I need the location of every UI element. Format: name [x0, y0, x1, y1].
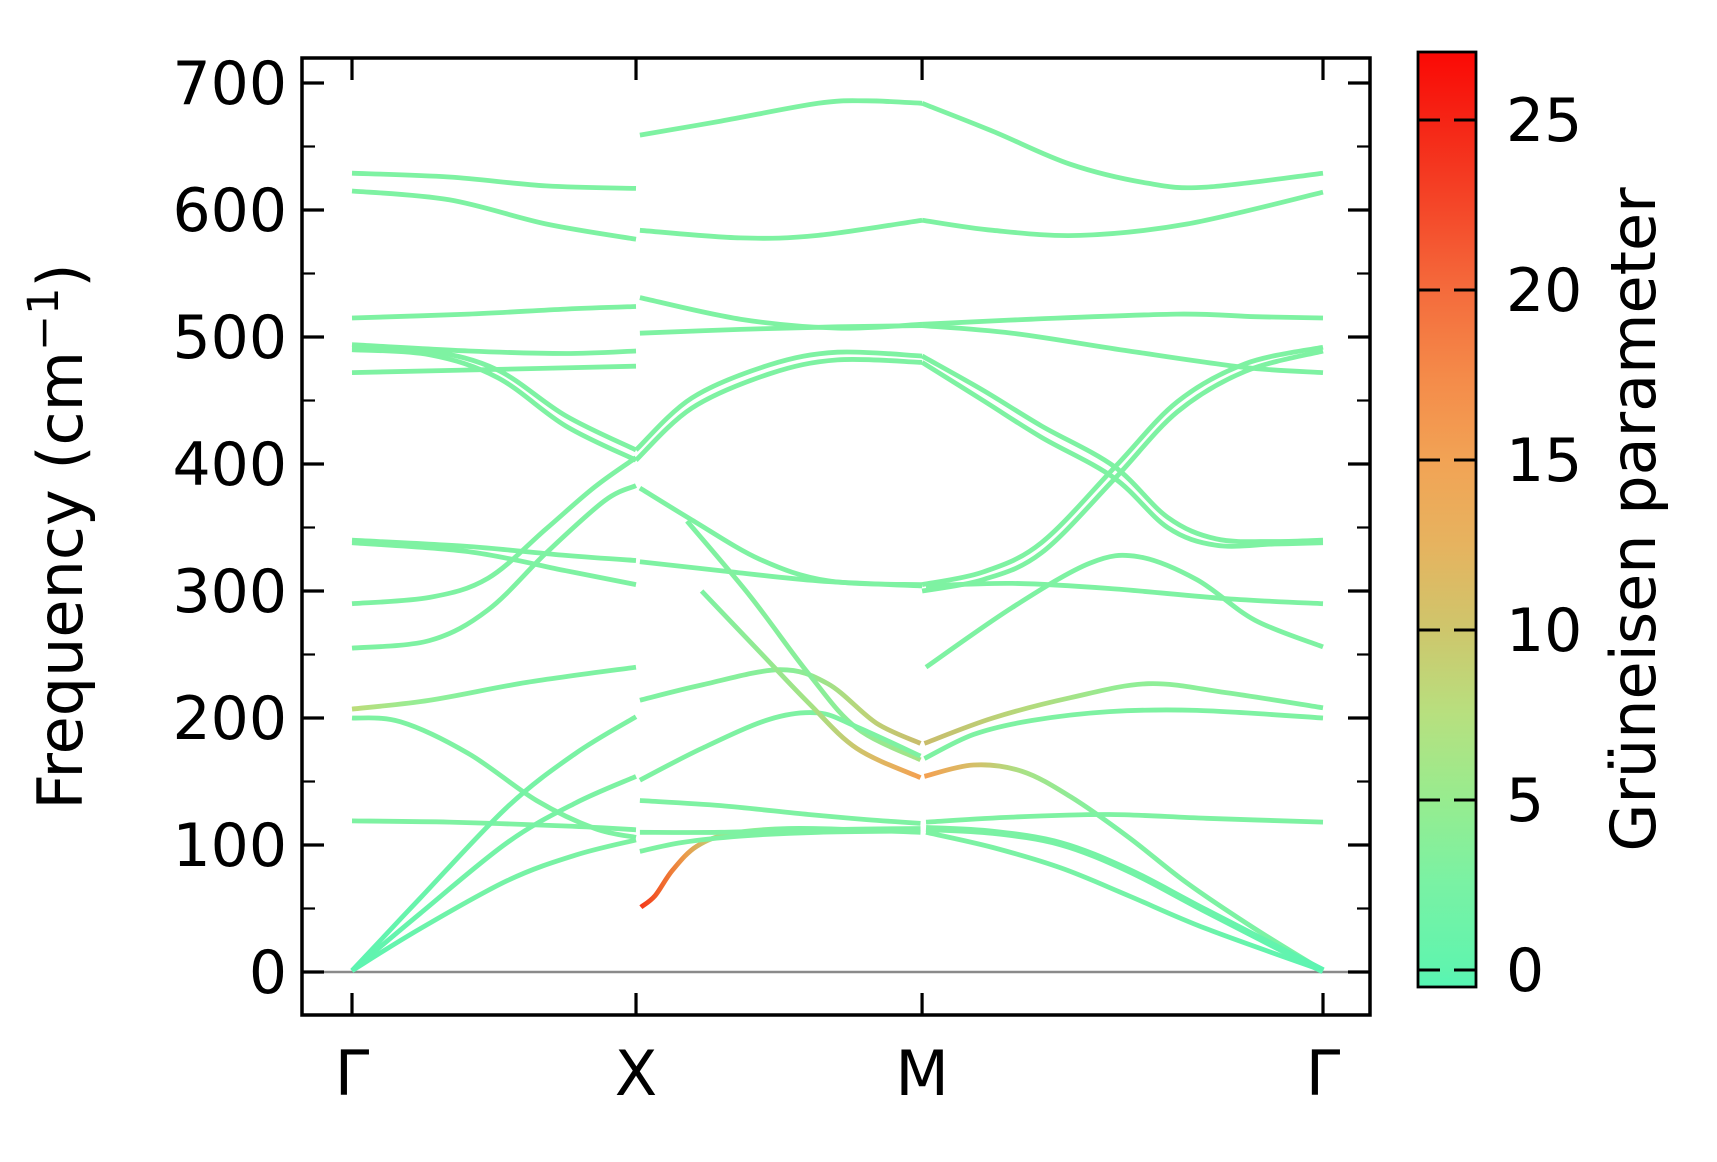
phonon-band-4: [351, 347, 638, 463]
phonon-band-7: [351, 537, 637, 563]
colorbar-tick-label-5: 5: [1506, 766, 1544, 836]
phonon-band-10: [351, 483, 638, 651]
y-tick-label-0: 0: [249, 938, 287, 1008]
colorbar-border: [1416, 50, 1478, 989]
phonon-band-37: [921, 344, 1324, 587]
phonon-band-40: [920, 360, 1324, 549]
x-tick-label-2: M: [895, 1037, 949, 1110]
phonon-band-46: [925, 812, 1324, 825]
phonon-band-35: [921, 311, 1324, 327]
phonon-band-47: [925, 825, 1325, 974]
x-tick-label-3: Γ: [1306, 1037, 1341, 1110]
phonon-band-2: [351, 304, 637, 321]
phonon-band-15: [350, 774, 637, 973]
y-tick-label-500: 500: [172, 303, 287, 373]
phonon-band-16: [350, 837, 637, 973]
x-tick-label-0: Γ: [335, 1037, 370, 1110]
phonon-band-23: [638, 486, 923, 587]
y-tick-label-300: 300: [172, 557, 287, 627]
phonon-band-19: [639, 295, 923, 331]
colorbar-gradient: [1418, 52, 1476, 987]
y-axis-label: Frequency (cm−1): [19, 263, 97, 809]
colorbar-tick-label-25: 25: [1506, 86, 1582, 156]
phonon-band-11: [351, 664, 637, 712]
phonon-band-41: [925, 580, 1324, 607]
y-tick-label-600: 600: [172, 176, 287, 246]
y-tick-label-100: 100: [172, 811, 287, 881]
phonon-band-26: [685, 519, 922, 763]
phonon-band-48: [925, 829, 1324, 973]
phonon-band-0: [351, 170, 637, 191]
phonon-band-9: [351, 455, 638, 607]
colorbar-tick-label-20: 20: [1506, 256, 1582, 326]
axes-frame: [300, 56, 1372, 1017]
colorbar-tick-label-0: 0: [1506, 936, 1544, 1006]
phonon-band-27: [638, 710, 922, 783]
phonon-band-42: [924, 552, 1324, 670]
x-tick-label-1: X: [615, 1037, 657, 1110]
phonon-band-14: [350, 714, 638, 973]
phonon-band-5: [351, 342, 637, 356]
phonon-band-33: [921, 101, 1324, 191]
y-tick-label-400: 400: [172, 430, 287, 500]
colorbar-label: Grüneisen parameter: [1597, 187, 1670, 852]
phonon-band-20: [639, 323, 923, 336]
phonon-band-34: [921, 189, 1324, 238]
phonon-band-28: [699, 589, 922, 780]
phonon-band-44: [923, 707, 1324, 761]
phonon-band-22: [634, 356, 923, 462]
phonon-band-24: [639, 559, 923, 589]
phonon-band-25: [639, 667, 922, 746]
phonon-band-32: [639, 828, 921, 854]
y-tick-label-700: 700: [172, 49, 287, 119]
colorbar-tick-label-15: 15: [1506, 426, 1582, 496]
phonon-band-17: [639, 98, 923, 138]
phonon-band-3: [351, 344, 638, 453]
colorbar-tick-label-10: 10: [1506, 596, 1582, 666]
phonon-band-21: [634, 349, 923, 452]
phonon-band-13: [351, 818, 637, 833]
phonon-band-31: [639, 826, 921, 835]
phonon-band-30: [639, 798, 921, 826]
phonon-band-39: [920, 353, 1324, 545]
phonon-band-43: [923, 681, 1324, 746]
phonon-band-36: [921, 323, 1324, 375]
phonon-band-6: [351, 363, 637, 375]
y-tick-label-200: 200: [172, 684, 287, 754]
phonon-band-45: [923, 762, 1325, 973]
phonon-band-18: [639, 217, 923, 241]
phonon-band-1: [351, 188, 637, 242]
